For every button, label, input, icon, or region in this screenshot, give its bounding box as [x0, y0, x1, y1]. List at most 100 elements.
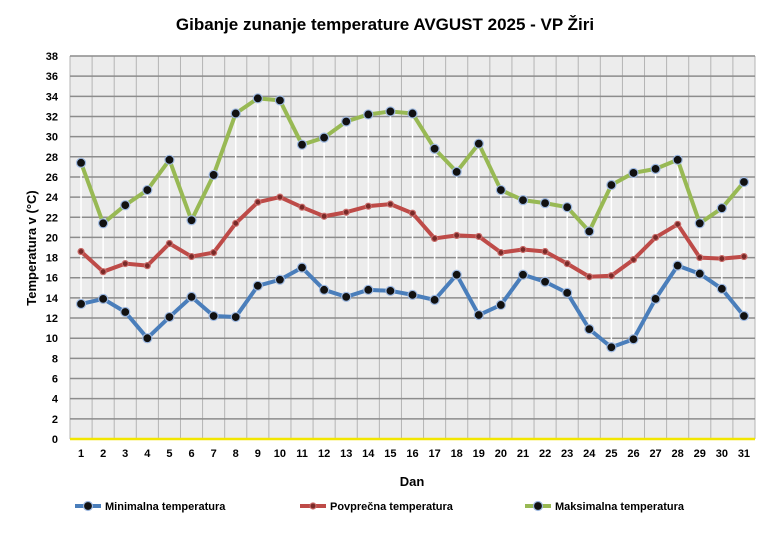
data-point: [606, 179, 617, 191]
legend-label: Povprečna temperatura: [330, 501, 454, 513]
data-point: [230, 108, 241, 119]
data-point: [517, 195, 529, 206]
y-tick-label: 8: [52, 353, 58, 365]
y-axis-label: Temperatura v (°C): [24, 190, 39, 305]
data-point: [696, 253, 704, 262]
x-tick-label: 4: [144, 448, 151, 460]
data-point: [408, 209, 417, 217]
data-point: [694, 218, 705, 229]
legend-marker: [532, 500, 544, 512]
x-tick-label: 9: [255, 448, 261, 460]
x-tick-label: 3: [122, 448, 128, 460]
data-point: [385, 106, 396, 117]
data-point: [584, 324, 595, 335]
data-point: [716, 283, 727, 294]
data-point: [120, 200, 131, 211]
data-point: [99, 268, 107, 276]
data-point: [495, 299, 506, 311]
legend-label: Maksimalna temperatura: [555, 501, 685, 513]
x-tick-label: 25: [605, 448, 617, 460]
data-point: [629, 255, 638, 264]
y-tick-label: 26: [46, 172, 58, 184]
data-point: [208, 310, 219, 322]
data-point: [342, 208, 350, 216]
y-tick-label: 20: [46, 232, 58, 244]
data-point: [651, 233, 660, 242]
data-point: [187, 252, 196, 261]
data-point: [628, 167, 639, 179]
x-tick-label: 14: [362, 448, 375, 460]
data-point: [121, 260, 129, 268]
data-point: [320, 212, 328, 220]
data-point: [341, 291, 352, 302]
data-point: [740, 252, 748, 261]
data-point: [607, 272, 615, 280]
legend-marker: [309, 502, 317, 510]
data-point: [407, 108, 418, 119]
legend-label: Minimalna temperatura: [105, 501, 226, 513]
data-point: [296, 139, 308, 150]
x-axis-label: Dan: [400, 474, 425, 489]
data-point: [738, 310, 750, 322]
data-point: [519, 245, 527, 254]
data-point: [650, 163, 661, 174]
data-point: [186, 291, 197, 302]
y-tick-label: 2: [52, 414, 58, 426]
data-point: [319, 284, 330, 295]
data-point: [694, 268, 705, 279]
data-point: [453, 231, 461, 240]
x-tick-label: 17: [428, 448, 440, 460]
data-point: [319, 132, 330, 143]
legend-marker: [82, 500, 94, 512]
x-tick-label: 18: [451, 448, 463, 460]
data-point: [143, 262, 151, 270]
data-point: [254, 198, 262, 206]
data-point: [451, 269, 462, 280]
data-point: [276, 193, 284, 201]
data-point: [429, 143, 440, 154]
data-point: [208, 169, 219, 181]
x-tick-label: 10: [274, 448, 286, 460]
data-point: [539, 198, 551, 209]
data-point: [164, 311, 175, 323]
y-tick-label: 6: [52, 374, 58, 386]
data-point: [562, 287, 573, 298]
data-point: [718, 254, 726, 263]
x-tick-label: 19: [473, 448, 485, 460]
x-tick-label: 12: [318, 448, 330, 460]
data-point: [298, 203, 306, 211]
x-tick-label: 15: [384, 448, 396, 460]
data-point: [232, 219, 240, 227]
y-tick-label: 16: [46, 273, 58, 285]
x-tick-label: 11: [296, 448, 308, 460]
y-tick-label: 10: [46, 333, 58, 345]
data-point: [584, 226, 595, 237]
x-tick-label: 7: [211, 448, 217, 460]
data-point: [497, 248, 505, 257]
data-point: [252, 280, 263, 291]
data-point: [407, 289, 418, 300]
data-point: [341, 116, 352, 127]
data-point: [98, 293, 109, 305]
y-tick-label: 34: [46, 91, 59, 103]
x-tick-label: 8: [233, 448, 239, 460]
x-tick-label: 1: [78, 448, 84, 460]
data-point: [274, 274, 286, 285]
data-point: [363, 109, 374, 120]
chart-title: Gibanje zunanje temperature AVGUST 2025 …: [176, 15, 594, 34]
data-point: [98, 218, 109, 229]
y-tick-label: 38: [46, 51, 58, 63]
data-point: [672, 154, 683, 165]
data-point: [364, 202, 372, 210]
x-tick-label: 26: [627, 448, 639, 460]
data-point: [738, 176, 750, 188]
data-point: [563, 260, 571, 268]
y-tick-label: 28: [46, 152, 58, 164]
x-tick-label: 22: [539, 448, 551, 460]
data-point: [650, 293, 661, 305]
data-point: [716, 203, 727, 214]
y-tick-label: 22: [46, 212, 58, 224]
data-point: [672, 260, 683, 271]
data-point: [674, 220, 682, 228]
x-tick-label: 27: [649, 448, 661, 460]
